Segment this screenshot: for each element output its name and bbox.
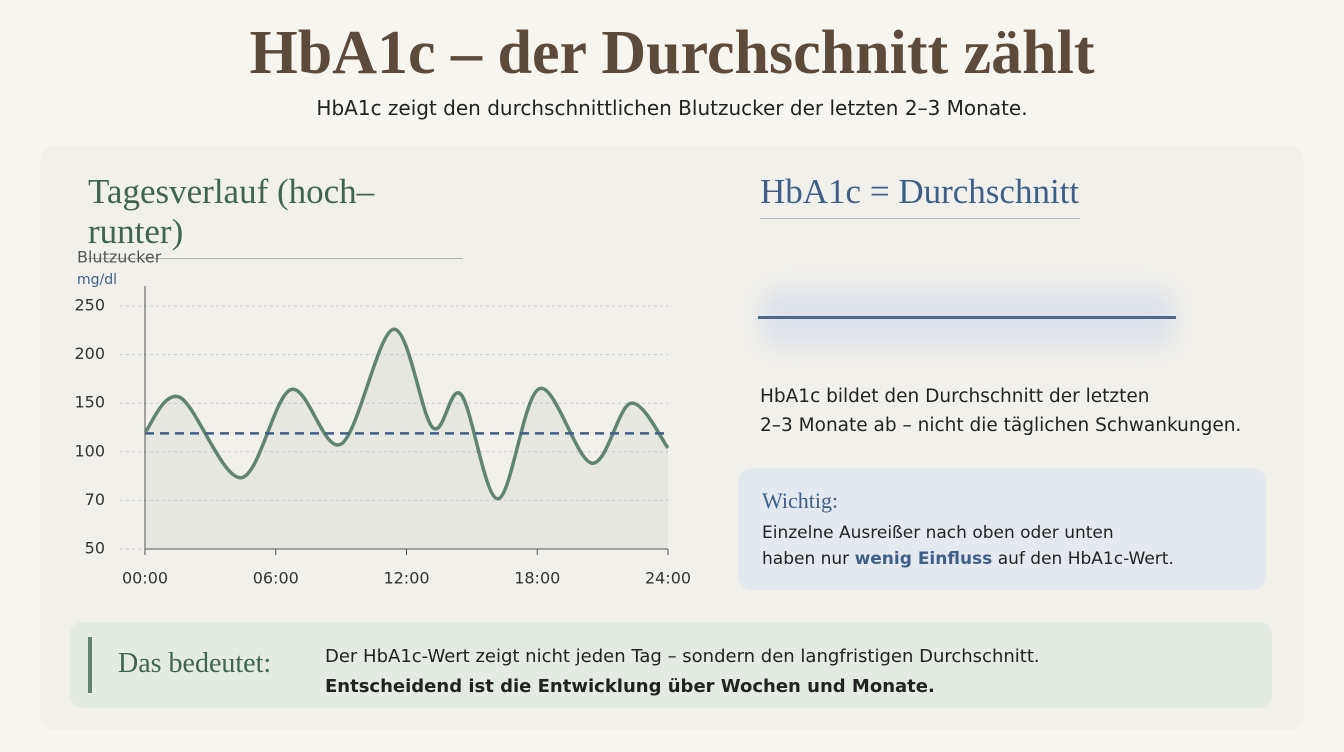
y-tick-label: 100 [74, 441, 105, 460]
y-tick-label: 200 [74, 344, 105, 363]
x-tick-label: 12:00 [383, 569, 429, 588]
subtitle: HbA1c zeigt den durchschnittlichen Blutz… [316, 96, 1028, 120]
emphasis: wenig Einfluss [854, 549, 993, 569]
info-title: Wichtig: [762, 488, 839, 513]
y-axis-unit: mg/dl [77, 272, 117, 288]
accent-bar [88, 637, 92, 693]
page-title: HbA1c – der Durchschnitt zählt [249, 19, 1095, 87]
x-tick-label: 18:00 [514, 569, 560, 588]
info-text: Einzelne Ausreißer nach oben oder unten h… [762, 520, 1174, 572]
x-tick-label: 00:00 [122, 569, 168, 588]
y-tick-label: 150 [74, 393, 105, 412]
footer-text: Der HbA1c-Wert zeigt nicht jeden Tag – s… [325, 642, 1040, 702]
footer-box [70, 622, 1272, 708]
y-tick-label: 50 [85, 539, 105, 558]
chart-title: Tagesverlauf (hoch–runter) [88, 172, 463, 259]
right-text: HbA1c bildet den Durchschnitt der letzte… [760, 382, 1241, 440]
text: auf den HbA1c-Wert. [992, 549, 1174, 569]
text-line: 2–3 Monate ab – nicht die täglichen Schw… [760, 415, 1242, 436]
line [143, 327, 670, 501]
y-axis-label: Blutzucker [77, 248, 162, 267]
average-line [758, 316, 1176, 319]
area [145, 329, 668, 549]
text-line: haben nur wenig Einfluss auf den HbA1c-W… [762, 546, 1174, 572]
right-title: HbA1c = Durchschnitt [760, 172, 1080, 219]
text-line: Entscheidend ist die Entwicklung über Wo… [325, 676, 935, 697]
x-tick-label: 06:00 [253, 569, 299, 588]
text-line: HbA1c bildet den Durchschnitt der letzte… [760, 386, 1150, 407]
info-box [738, 468, 1266, 590]
x-tick-label: 24:00 [645, 569, 691, 588]
footer-label: Das bedeutet: [118, 648, 272, 679]
y-tick-label: 250 [74, 296, 105, 315]
chart: Blutzucker mg/dl 50 70 100 150 200 250 00:00 06:0… [74, 248, 691, 588]
text-line: Der HbA1c-Wert zeigt nicht jeden Tag – s… [325, 646, 1040, 667]
text-line: Einzelne Ausreißer nach oben oder unten [762, 523, 1114, 543]
text: haben nur [762, 549, 855, 569]
y-tick-label: 70 [85, 490, 105, 509]
